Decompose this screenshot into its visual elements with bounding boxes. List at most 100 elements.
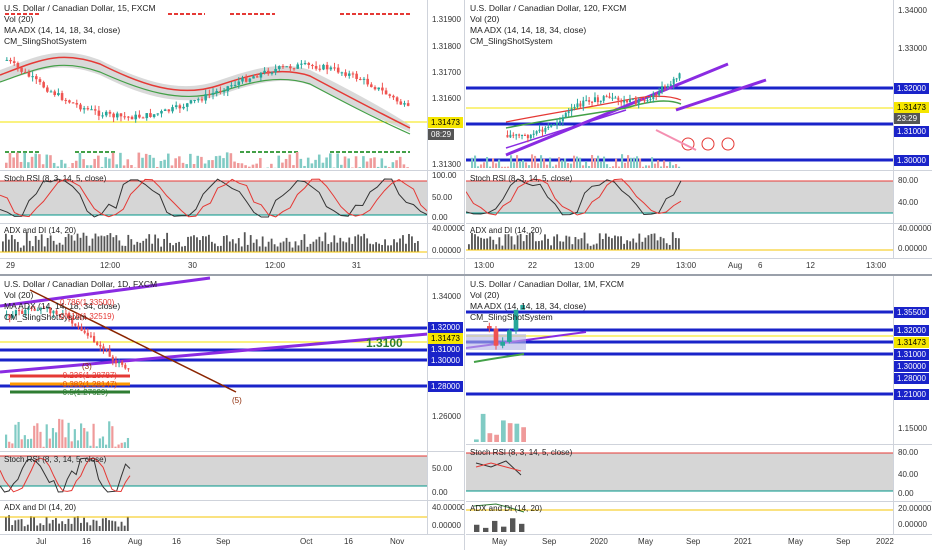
candle <box>12 61 16 63</box>
stoch-rsi-panel[interactable]: Stoch RSI (8, 3, 14, 5, close) <box>0 452 428 500</box>
candle <box>119 113 123 117</box>
candle <box>558 121 561 123</box>
candle <box>27 307 30 310</box>
adx-bar <box>294 241 297 252</box>
volume-bar <box>537 163 540 168</box>
volume-bar <box>148 154 152 168</box>
volume-bar <box>336 153 339 168</box>
chart-pane-top-right[interactable]: U.S. Dollar / Canadian Dollar, 120, FXCM… <box>466 0 932 274</box>
price-axis[interactable]: 1.34000 1.32000 1.31473 1.31000 1.30000 … <box>427 276 464 451</box>
adx-bar <box>522 241 525 250</box>
stoch-rsi-panel[interactable]: Stoch RSI (8, 3, 14, 5, close) <box>466 445 894 501</box>
time-axis[interactable]: 29 12:00 30 12:00 31 <box>0 258 464 274</box>
adx-panel[interactable]: ADX and DI (14, 20) <box>0 224 428 258</box>
adx-bar <box>632 238 635 250</box>
time-axis[interactable]: Jul 16 Aug 16 Sep Oct 16 Nov <box>0 534 464 550</box>
time-axis[interactable]: May Sep 2020 May Sep 2021 May Sep 2022 <box>466 534 932 550</box>
volume-bar <box>39 431 42 448</box>
level-badge: 1.31000 <box>428 344 463 355</box>
adx-bar <box>48 523 51 531</box>
time-tick: 16 <box>172 537 181 546</box>
time-tick: 2020 <box>590 537 608 546</box>
volume-bar <box>255 163 258 168</box>
stoch-rsi-panel[interactable]: Stoch RSI (8, 3, 14, 5, close) <box>0 171 428 223</box>
volume-bar <box>58 418 61 448</box>
adx-bar <box>531 232 534 250</box>
adx-bar <box>237 238 240 252</box>
adx-bar <box>20 519 23 531</box>
price-axis[interactable]: 1.35500 1.32000 1.31473 1.31000 1.30000 … <box>893 276 932 444</box>
volume-bar <box>248 166 251 168</box>
candle <box>99 344 102 347</box>
volume-bar <box>299 158 303 168</box>
adx-bar <box>468 244 470 250</box>
adx-bar <box>101 518 104 531</box>
chart-pane-bottom-right[interactable]: U.S. Dollar / Canadian Dollar, 1M, FXCM … <box>466 276 932 550</box>
legend-slingshot: CM_SlingShotSystem <box>470 312 553 322</box>
adx-bar <box>574 237 577 250</box>
volume-bar <box>384 165 387 168</box>
adx-bar <box>17 519 20 531</box>
stoch-axis: 100.00 50.00 0.00 <box>427 171 464 223</box>
time-tick: 13:00 <box>474 261 495 270</box>
adx-panel[interactable]: ADX and DI (14, 20) <box>0 501 428 535</box>
adx-panel[interactable]: ADX and DI (14, 20) <box>466 224 894 258</box>
adx-panel[interactable]: ADX and DI (14, 20) <box>466 502 894 535</box>
price-plot[interactable]: U.S. Dollar / Canadian Dollar, 15, FXCM … <box>0 0 428 170</box>
volume-bar <box>303 165 306 168</box>
adx-bar <box>154 234 157 252</box>
adx-bar <box>489 236 492 250</box>
volume-bar <box>119 152 122 168</box>
adx-bar <box>133 244 136 252</box>
chart-pane-bottom-left[interactable]: U.S. Dollar / Canadian Dollar, 1D, FXCM … <box>0 276 464 550</box>
time-tick: Oct <box>300 537 313 546</box>
volume-bar <box>93 158 96 168</box>
price-plot[interactable]: U.S. Dollar / Canadian Dollar, 1D, FXCM … <box>0 276 428 451</box>
adx-bar <box>345 242 348 252</box>
candle <box>521 135 524 137</box>
adx-bar <box>4 233 7 252</box>
adx-bar <box>40 234 43 252</box>
candle <box>399 101 403 105</box>
adx-bar <box>117 526 120 531</box>
candle <box>90 109 93 111</box>
candle <box>614 97 617 99</box>
candle <box>74 323 77 326</box>
adx-bar <box>222 236 225 252</box>
candle <box>325 64 329 70</box>
adx-bar <box>73 240 76 252</box>
adx-bar <box>196 237 198 252</box>
adx-label: ADX and DI (14, 20) <box>4 503 77 512</box>
adx-bar <box>22 245 25 252</box>
volume-bar <box>639 158 642 168</box>
price-axis[interactable]: 1.31900 1.31800 1.31700 1.31600 1.31473 … <box>427 0 464 170</box>
volume-bar <box>211 160 214 168</box>
price-axis[interactable]: 1.34000 1.33000 1.32000 1.31473 23:29 1.… <box>893 0 932 170</box>
adx-bar <box>474 524 480 532</box>
chart-pane-top-left[interactable]: U.S. Dollar / Canadian Dollar, 15, FXCM … <box>0 0 464 274</box>
adx-bar <box>120 521 123 531</box>
candle <box>564 113 567 118</box>
price-plot[interactable]: U.S. Dollar / Canadian Dollar, 1M, FXCM … <box>466 276 894 444</box>
volume-bar <box>26 439 30 448</box>
candle <box>585 100 588 102</box>
candle <box>289 66 292 69</box>
adx-bar <box>255 239 258 252</box>
candle <box>591 101 594 103</box>
adx-bar <box>172 245 174 252</box>
volume-bar <box>561 160 564 168</box>
adx-bar <box>249 235 252 252</box>
candle <box>93 109 97 111</box>
adx-bar <box>617 236 619 250</box>
time-axis[interactable]: 13:00 22 13:00 29 13:00 Aug 6 12 13:00 <box>466 258 932 274</box>
stoch-tick: 0.00 <box>432 488 448 497</box>
candle <box>573 106 576 109</box>
price-plot[interactable]: U.S. Dollar / Canadian Dollar, 120, FXCM… <box>466 0 894 170</box>
volume-bar <box>555 164 558 168</box>
adx-bar <box>399 238 401 252</box>
adx-bar <box>231 239 234 252</box>
candle <box>156 113 160 115</box>
candle <box>112 113 115 118</box>
stoch-rsi-panel[interactable]: Stoch RSI (8, 3, 14, 5, close) <box>466 171 894 223</box>
volume-bar <box>141 157 144 168</box>
